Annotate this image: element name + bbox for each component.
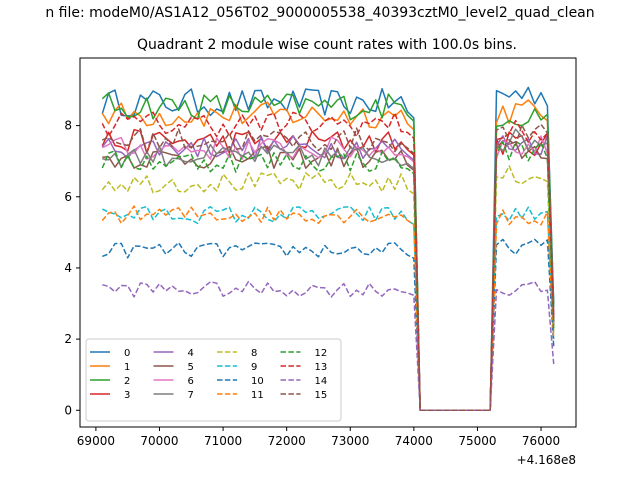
y-tick-label: 2 [64,332,72,346]
x-offset-label: +4.168e8 [517,453,576,467]
x-tick-label: 76000 [522,434,560,448]
legend-label-12: 12 [315,348,328,359]
x-tick-label: 69000 [77,434,115,448]
y-tick-label: 4 [64,261,72,275]
legend-box [85,338,342,422]
legend-label-10: 10 [251,376,264,387]
figure-suptitle: n file: modeM0/AS1A12_056T02_9000005538_… [45,5,594,21]
chart-title: Quadrant 2 module wise count rates with … [137,37,517,53]
legend-label-13: 13 [315,362,328,373]
x-tick-label: 71000 [204,434,242,448]
legend-label-5: 5 [188,362,194,373]
y-tick-label: 6 [64,190,72,204]
legend-label-14: 14 [315,376,328,387]
series-layer [101,86,555,412]
legend-label-9: 9 [251,362,257,373]
legend-label-7: 7 [188,390,194,401]
legend-label-15: 15 [315,390,328,401]
legend-label-0: 0 [124,348,130,359]
legend-label-8: 8 [251,348,257,359]
x-tick-label: 73000 [331,434,369,448]
legend-label-2: 2 [124,376,130,387]
legend-label-11: 11 [251,390,264,401]
y-tick-label: 8 [64,119,72,133]
x-tick-label: 72000 [268,434,306,448]
x-tick-label: 74000 [395,434,433,448]
legend-label-6: 6 [188,376,194,387]
x-tick-label: 70000 [140,434,178,448]
series-line-15 [102,123,555,412]
x-axis: 69000 70000 71000 72000 73000 74000 75000 76000 [77,427,560,448]
y-axis: 0 2 4 6 8 [64,119,80,417]
y-tick-label: 0 [64,403,72,417]
plot-frame [79,57,577,428]
legend-label-3: 3 [124,390,130,401]
x-tick-label: 75000 [458,434,496,448]
legend-label-4: 4 [188,348,194,359]
legend-label-1: 1 [124,362,130,373]
